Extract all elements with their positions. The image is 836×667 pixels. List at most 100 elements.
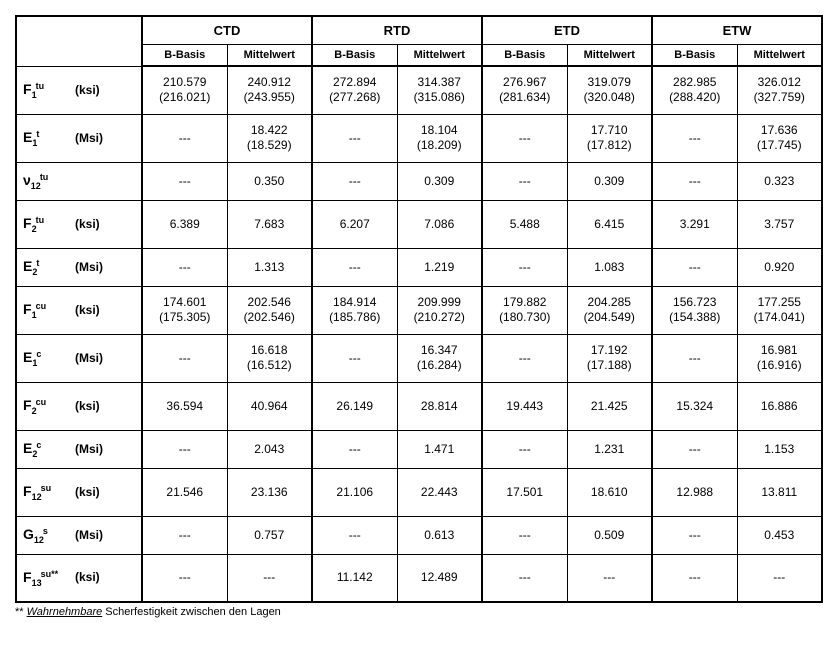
- value-cell: 0.613: [397, 516, 482, 554]
- value-cell: 17.501: [482, 468, 567, 516]
- value-cell: 0.453: [737, 516, 822, 554]
- value-cell: 179.882(180.730): [482, 286, 567, 334]
- value-cell: 272.894(277.268): [312, 66, 397, 114]
- property-symbol: E1t: [23, 129, 75, 147]
- value-cell: ---: [142, 554, 227, 602]
- value-cell: 184.914(185.786): [312, 286, 397, 334]
- value-cell: 21.546: [142, 468, 227, 516]
- value-cell: ---: [652, 516, 737, 554]
- value-cell: 7.683: [227, 200, 312, 248]
- property-symbol: E2t: [23, 258, 75, 276]
- value-cell: 177.255(174.041): [737, 286, 822, 334]
- value-cell: 6.415: [567, 200, 652, 248]
- header-corner: [16, 16, 142, 66]
- property-symbol: E2c: [23, 440, 75, 458]
- value-cell: 12.988: [652, 468, 737, 516]
- row-label: ν12tu: [16, 162, 142, 200]
- table-row: F1cu(ksi)174.601(175.305)202.546(202.546…: [16, 286, 822, 334]
- value-cell: 282.985(288.420): [652, 66, 737, 114]
- value-cell: 23.136: [227, 468, 312, 516]
- value-cell: 21.425: [567, 382, 652, 430]
- value-cell: ---: [142, 334, 227, 382]
- property-unit: (ksi): [75, 570, 100, 585]
- table-row: F12su(ksi)21.54623.13621.10622.44317.501…: [16, 468, 822, 516]
- value-cell: ---: [482, 162, 567, 200]
- value-cell: ---: [652, 114, 737, 162]
- value-cell: 204.285(204.549): [567, 286, 652, 334]
- table-row: F13su**(ksi)------11.14212.489----------…: [16, 554, 822, 602]
- value-cell: ---: [482, 114, 567, 162]
- footnote-rest: Scherfestigkeit zwischen den Lagen: [102, 606, 281, 618]
- header-sub: Mittelwert: [227, 45, 312, 67]
- value-cell: 3.757: [737, 200, 822, 248]
- table-header: CTD RTD ETD ETW B-Basis Mittelwert B-Bas…: [16, 16, 822, 66]
- value-cell: 36.594: [142, 382, 227, 430]
- row-label: E2t(Msi): [16, 248, 142, 286]
- value-cell: 174.601(175.305): [142, 286, 227, 334]
- property-symbol: F2cu: [23, 397, 75, 415]
- value-cell: 26.149: [312, 382, 397, 430]
- value-cell: 1.219: [397, 248, 482, 286]
- value-cell: 2.043: [227, 430, 312, 468]
- property-unit: (ksi): [75, 399, 100, 414]
- header-group: CTD: [142, 16, 312, 45]
- value-cell: 1.153: [737, 430, 822, 468]
- value-cell: 11.142: [312, 554, 397, 602]
- property-symbol: F12su: [23, 483, 75, 501]
- value-cell: 18.422(18.529): [227, 114, 312, 162]
- property-unit: (ksi): [75, 83, 100, 98]
- value-cell: ---: [142, 430, 227, 468]
- row-label: F1tu(ksi): [16, 66, 142, 114]
- value-cell: ---: [652, 430, 737, 468]
- table-body: F1tu(ksi)210.579(216.021)240.912(243.955…: [16, 66, 822, 602]
- property-symbol: ν12tu: [23, 172, 75, 190]
- value-cell: 40.964: [227, 382, 312, 430]
- value-cell: ---: [482, 554, 567, 602]
- property-unit: (ksi): [75, 485, 100, 500]
- value-cell: 13.811: [737, 468, 822, 516]
- value-cell: 3.291: [652, 200, 737, 248]
- value-cell: ---: [482, 248, 567, 286]
- table-row: E1c(Msi)---16.618(16.512)---16.347(16.28…: [16, 334, 822, 382]
- header-group: ETW: [652, 16, 822, 45]
- value-cell: 0.509: [567, 516, 652, 554]
- footnote-prefix: **: [15, 606, 27, 618]
- row-label: E2c(Msi): [16, 430, 142, 468]
- table-row: F1tu(ksi)210.579(216.021)240.912(243.955…: [16, 66, 822, 114]
- row-label: G12s(Msi): [16, 516, 142, 554]
- header-sub: B-Basis: [652, 45, 737, 67]
- value-cell: 0.350: [227, 162, 312, 200]
- value-cell: 0.757: [227, 516, 312, 554]
- value-cell: ---: [227, 554, 312, 602]
- table-row: ν12tu---0.350---0.309---0.309---0.323: [16, 162, 822, 200]
- value-cell: 319.079(320.048): [567, 66, 652, 114]
- table-row: G12s(Msi)---0.757---0.613---0.509---0.45…: [16, 516, 822, 554]
- value-cell: ---: [567, 554, 652, 602]
- value-cell: 17.710(17.812): [567, 114, 652, 162]
- row-label: F2tu(ksi): [16, 200, 142, 248]
- property-unit: (Msi): [75, 442, 103, 457]
- value-cell: 202.546(202.546): [227, 286, 312, 334]
- header-group: RTD: [312, 16, 482, 45]
- row-label: E1c(Msi): [16, 334, 142, 382]
- header-sub: B-Basis: [142, 45, 227, 67]
- value-cell: ---: [142, 162, 227, 200]
- value-cell: ---: [312, 516, 397, 554]
- property-symbol: E1c: [23, 349, 75, 367]
- property-unit: (Msi): [75, 528, 103, 543]
- value-cell: ---: [312, 162, 397, 200]
- value-cell: ---: [737, 554, 822, 602]
- table-row: F2tu(ksi)6.3897.6836.2077.0865.4886.4153…: [16, 200, 822, 248]
- value-cell: 326.012(327.759): [737, 66, 822, 114]
- value-cell: ---: [312, 334, 397, 382]
- value-cell: ---: [142, 516, 227, 554]
- value-cell: 5.488: [482, 200, 567, 248]
- header-sub: B-Basis: [312, 45, 397, 67]
- table-row: E2t(Msi)---1.313---1.219---1.083---0.920: [16, 248, 822, 286]
- property-symbol: G12s: [23, 526, 75, 544]
- value-cell: 28.814: [397, 382, 482, 430]
- header-sub: B-Basis: [482, 45, 567, 67]
- row-label: F1cu(ksi): [16, 286, 142, 334]
- value-cell: ---: [652, 162, 737, 200]
- value-cell: 210.579(216.021): [142, 66, 227, 114]
